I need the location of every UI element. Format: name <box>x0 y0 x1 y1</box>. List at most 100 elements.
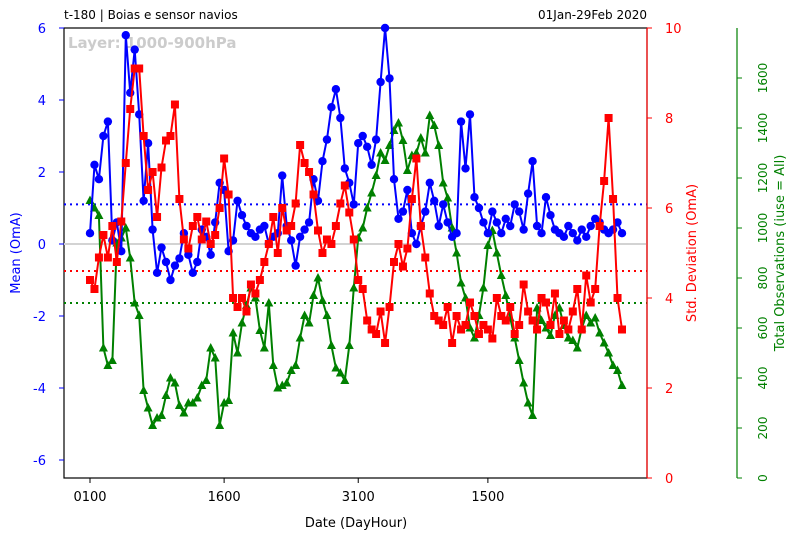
data-point <box>237 211 247 220</box>
data-point <box>309 290 319 299</box>
data-point <box>313 273 323 282</box>
data-point <box>99 131 108 141</box>
data-point <box>403 244 412 253</box>
data-point <box>523 398 533 407</box>
data-point <box>130 64 139 73</box>
series-total-observations <box>85 110 627 429</box>
data-point <box>367 188 377 197</box>
data-point <box>416 133 426 142</box>
data-point <box>233 348 243 357</box>
data-point <box>161 257 171 267</box>
data-point <box>224 395 234 404</box>
x-axis-tick-label: 3100 <box>342 490 375 505</box>
data-point <box>470 193 479 202</box>
data-point <box>568 229 578 238</box>
data-point <box>340 181 349 190</box>
data-point <box>121 223 131 232</box>
data-point <box>465 323 475 332</box>
data-point <box>519 280 528 289</box>
data-point <box>107 355 117 364</box>
data-point <box>211 231 220 239</box>
far-right-axis-tick-label: 1600 <box>756 63 770 94</box>
data-point <box>582 232 591 241</box>
data-point <box>179 408 189 417</box>
data-point <box>188 268 198 277</box>
data-point <box>268 360 278 369</box>
data-point <box>179 235 188 244</box>
data-point <box>282 378 292 387</box>
right-axis-tick-label: 0 <box>665 472 673 487</box>
data-point <box>474 330 483 338</box>
data-point <box>586 298 595 307</box>
data-point <box>438 178 448 187</box>
data-point <box>439 321 448 329</box>
data-point <box>269 213 278 221</box>
data-point <box>496 270 506 279</box>
data-point <box>139 132 148 140</box>
right-axis-tick-label: 8 <box>665 112 673 127</box>
data-point <box>371 170 381 179</box>
data-point <box>609 195 618 203</box>
data-point <box>434 140 444 149</box>
data-point <box>514 207 524 216</box>
series-mean <box>85 23 627 285</box>
data-point <box>192 393 202 402</box>
data-point <box>326 340 336 349</box>
data-point <box>488 334 497 343</box>
data-point <box>313 196 323 205</box>
x-axis-label: Date (DayHour) <box>305 516 407 531</box>
data-point <box>469 333 479 342</box>
data-point <box>175 195 184 203</box>
data-point <box>251 232 260 241</box>
data-point <box>273 249 282 257</box>
data-point <box>478 283 488 292</box>
data-point <box>349 283 359 292</box>
data-point <box>613 365 623 374</box>
x-axis-tick-label: 0100 <box>73 490 106 505</box>
data-point <box>264 240 273 248</box>
data-point <box>573 236 582 245</box>
data-point <box>220 154 229 163</box>
data-point <box>287 222 296 230</box>
data-point <box>304 218 314 227</box>
data-point <box>228 328 238 337</box>
data-point <box>545 330 555 339</box>
data-point <box>528 157 537 166</box>
data-point <box>457 325 466 334</box>
data-point <box>443 218 452 227</box>
far-right-axis-tick-label: 1400 <box>756 113 770 144</box>
data-point <box>559 316 568 325</box>
data-point <box>362 142 372 151</box>
data-point <box>618 325 626 334</box>
left-axis-tick-label: -6 <box>33 454 46 469</box>
data-point <box>376 77 385 87</box>
data-point <box>233 196 242 205</box>
data-point <box>519 378 529 387</box>
data-point <box>117 217 126 226</box>
far-right-axis-tick-label: 600 <box>756 317 770 340</box>
data-point <box>327 103 336 112</box>
data-point <box>278 204 287 212</box>
data-point <box>224 190 233 199</box>
data-point <box>376 148 386 157</box>
data-point <box>483 325 492 334</box>
data-point <box>170 100 179 109</box>
data-point <box>443 303 452 311</box>
data-point <box>533 325 542 334</box>
data-point <box>483 229 493 238</box>
data-point <box>277 380 287 389</box>
data-point <box>577 225 586 234</box>
data-point <box>166 275 175 285</box>
data-point <box>376 307 385 316</box>
data-point <box>153 213 162 221</box>
data-point <box>573 285 582 293</box>
data-point <box>492 294 501 302</box>
layer-label: Layer: 1000-900hPa <box>68 34 236 52</box>
data-point <box>403 185 412 195</box>
data-point <box>479 321 488 329</box>
data-point <box>349 200 358 209</box>
data-point <box>219 398 229 407</box>
far-right-axis-tick-label: 200 <box>756 417 770 440</box>
data-point <box>300 225 309 234</box>
